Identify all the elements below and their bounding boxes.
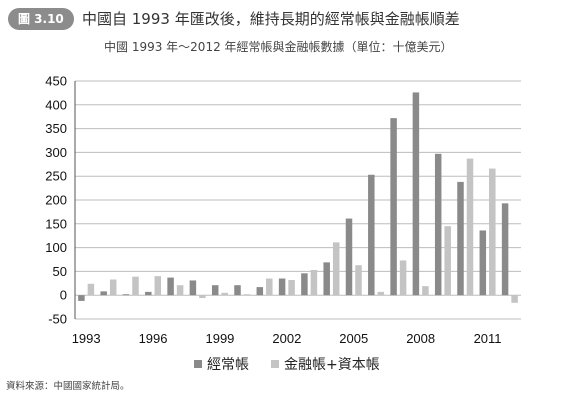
bar-financial-account (288, 279, 295, 296)
y-tick-label: 250 (45, 169, 67, 184)
source-note: 資料來源：中國國家統計局。 (6, 381, 130, 392)
x-tick-label: 1993 (72, 331, 101, 346)
bar-current-account (78, 295, 85, 301)
bar-current-account (256, 287, 264, 296)
x-tick-label: 2005 (339, 331, 368, 346)
legend-label-financial-account: 金融帳+資本帳 (284, 357, 380, 373)
bar-current-account (167, 277, 174, 296)
y-tick-label: 0 (60, 288, 67, 303)
bar-current-account (122, 294, 130, 296)
x-tick-label: 2002 (272, 331, 301, 346)
x-tick-label: 1999 (205, 331, 234, 346)
y-tick-label: 450 (45, 74, 67, 89)
bar-financial-account (310, 269, 318, 296)
bar-financial-account (176, 285, 184, 296)
bar-current-account (368, 174, 375, 296)
bar-financial-account (399, 260, 407, 296)
bar-financial-account (355, 265, 362, 296)
bar-current-account (390, 118, 397, 296)
y-tick-label: 200 (45, 193, 67, 208)
bar-financial-account (132, 276, 139, 296)
y-tick-label: -50 (48, 312, 67, 327)
legend-swatch-financial-account (271, 360, 279, 368)
x-tick-label: 2011 (474, 331, 502, 346)
x-tick-label: 2008 (406, 331, 435, 346)
bar-current-account (345, 218, 353, 296)
y-tick-label: 100 (45, 240, 67, 255)
legend-swatch-current-account (194, 360, 202, 368)
bar-current-account (301, 273, 308, 296)
bar-financial-account (444, 226, 451, 296)
bar-financial-account (489, 168, 496, 296)
bar-financial-account (87, 283, 95, 296)
bar-financial-account (154, 276, 162, 296)
bar-current-account (189, 280, 197, 296)
bar-current-account (211, 285, 219, 296)
bar-financial-account (466, 158, 474, 296)
bar-financial-account (332, 242, 340, 296)
bar-current-account (479, 230, 487, 296)
y-tick-label: 50 (53, 264, 67, 279)
bar-financial-account (243, 294, 251, 296)
chart-subtitle: 中國 1993 年～2012 年經常帳與金融帳數據（單位：十億美元） (104, 40, 453, 54)
bar-financial-account (199, 295, 206, 299)
bar-financial-account (221, 292, 228, 296)
bar-current-account (145, 291, 152, 296)
bar-current-account (412, 92, 420, 296)
bar-current-account (501, 203, 509, 296)
y-tick-label: 400 (45, 97, 67, 112)
bar-current-account (323, 262, 330, 296)
bar-financial-account (422, 286, 429, 296)
figure-number-badge: 圖 3.10 (8, 8, 74, 30)
x-tick-label: 1996 (139, 331, 168, 346)
bar-financial-account (109, 279, 117, 296)
y-tick-label: 350 (45, 121, 67, 136)
y-tick-label: 300 (45, 145, 67, 160)
bar-financial-account (377, 291, 385, 296)
bar-current-account (434, 153, 442, 296)
y-tick-label: 150 (45, 216, 67, 231)
legend-label-current-account: 經常帳 (207, 357, 249, 373)
bar-financial-account (266, 278, 273, 296)
bar-current-account (234, 285, 241, 296)
bar-current-account (100, 291, 107, 296)
bar-current-account (457, 181, 464, 296)
figure-title: 中國自 1993 年匯改後，維持長期的經常帳與金融帳順差 (82, 10, 460, 28)
bar-current-account (278, 278, 286, 296)
bar-financial-account (511, 295, 518, 303)
